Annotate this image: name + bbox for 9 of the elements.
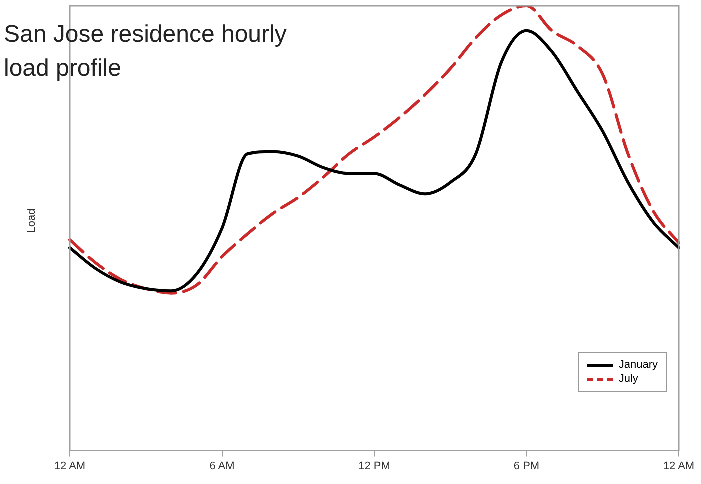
x-tick-label: 12 PM: [358, 460, 390, 472]
legend-label: January: [618, 359, 658, 371]
legend-label: July: [618, 373, 638, 385]
x-tick-label: 12 AM: [663, 460, 695, 472]
text: San Jose residence hourly load profile: [4, 20, 288, 84]
x-tick-label: 6 PM: [514, 460, 540, 472]
y-axis-title: Load: [26, 208, 38, 234]
x-tick-label: 6 AM: [210, 460, 235, 472]
x-tick-label: 12 AM: [54, 460, 86, 472]
